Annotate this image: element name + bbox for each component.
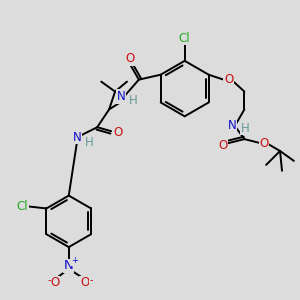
Text: O: O [260,136,269,150]
Text: O: O [80,276,89,289]
Text: N: N [228,119,237,132]
Text: H: H [241,122,250,135]
Text: O: O [125,52,135,65]
Text: Cl: Cl [17,200,28,213]
Text: N: N [117,90,125,103]
Text: -: - [47,275,51,285]
Text: H: H [128,94,137,107]
Text: -: - [90,275,93,285]
Text: O: O [224,73,233,86]
Text: N: N [64,260,74,272]
Text: O: O [50,276,59,289]
Text: N: N [73,130,82,144]
Text: Cl: Cl [179,32,190,44]
Text: O: O [113,126,123,139]
Text: O: O [218,139,227,152]
Text: +: + [71,256,78,266]
Text: H: H [85,136,94,148]
